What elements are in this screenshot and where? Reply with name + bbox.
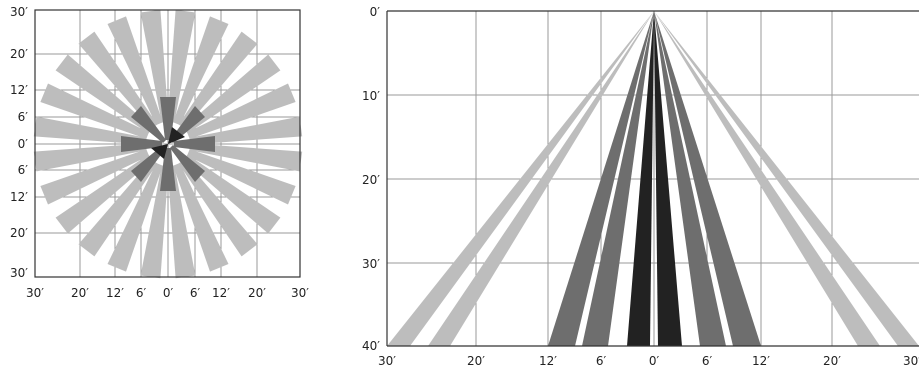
x-tick-label: 12′ xyxy=(752,354,770,368)
y-tick-label: 30′ xyxy=(10,266,28,280)
y-tick-label: 30′ xyxy=(10,5,28,19)
side-view-far-zones xyxy=(387,11,919,346)
mid-zone-lower-left xyxy=(131,145,166,182)
top-view-mid-zones xyxy=(121,97,215,191)
mid-zone-right-inner xyxy=(654,11,726,346)
x-tick-label: 20′ xyxy=(823,354,841,368)
x-tick-label: 6′ xyxy=(702,354,713,368)
far-zone-ray xyxy=(189,116,303,145)
far-zone-ray xyxy=(40,83,149,139)
far-zone-ray xyxy=(33,116,147,145)
top-view-far-zones xyxy=(33,9,303,279)
x-tick-label: 0′ xyxy=(649,354,660,368)
far-zone-ray xyxy=(178,31,258,129)
y-tick-label: 10′ xyxy=(362,89,380,103)
near-zone-lower-left xyxy=(151,144,168,159)
x-tick-label: 20′ xyxy=(467,354,485,368)
far-zone-ray xyxy=(178,159,258,257)
y-tick-label: 6′ xyxy=(18,110,29,124)
x-tick-label: 30′ xyxy=(378,354,396,368)
x-tick-label: 6′ xyxy=(190,286,201,300)
far-zone-right-outer xyxy=(654,11,919,346)
side-view-x-axis-labels: 30′ 20′ 12′ 6′ 0′ 6′ 12′ 20′ 30′ xyxy=(378,354,919,368)
side-view-mid-zones xyxy=(548,11,761,346)
far-zone-ray xyxy=(183,154,281,234)
near-zone-left xyxy=(627,11,654,346)
far-zone-ray xyxy=(78,31,158,129)
far-zone-ray xyxy=(107,16,163,125)
mid-zone-right-outer xyxy=(654,11,761,346)
y-tick-label: 12′ xyxy=(10,83,28,97)
far-zone-ray xyxy=(183,54,281,134)
far-zone-ray xyxy=(189,143,303,172)
x-tick-label: 30′ xyxy=(903,354,919,368)
top-view-frame xyxy=(34,9,301,278)
y-tick-label: 6′ xyxy=(18,163,29,177)
y-tick-label: 20′ xyxy=(10,47,28,61)
y-tick-label: 20′ xyxy=(362,173,380,187)
near-zone-right xyxy=(654,11,682,346)
far-zone-ray xyxy=(33,143,147,172)
top-view-panel: 30′ 20′ 12′ 6′ 0′ 6′ 12′ 20′ 30′ 30′ 20′… xyxy=(10,5,309,300)
x-tick-label: 20′ xyxy=(248,286,266,300)
far-zone-ray xyxy=(55,54,153,134)
far-zone-right-inner xyxy=(654,11,880,346)
x-tick-label: 30′ xyxy=(26,286,44,300)
mid-zone-upper-left xyxy=(131,106,166,143)
y-tick-label: 0′ xyxy=(18,137,29,151)
far-zone-ray xyxy=(40,149,149,205)
far-zone-ray xyxy=(78,159,158,257)
far-zone-ray xyxy=(187,149,296,205)
x-tick-label: 30′ xyxy=(291,286,309,300)
x-tick-label: 12′ xyxy=(106,286,124,300)
far-zone-ray xyxy=(55,154,153,234)
top-view-near-zones xyxy=(151,127,185,159)
mid-zone-lower-right xyxy=(170,145,205,182)
far-zone-left-outer xyxy=(387,11,654,346)
x-tick-label: 0′ xyxy=(163,286,174,300)
far-zone-ray xyxy=(140,165,169,279)
side-view-y-axis-labels: 0′ 10′ 20′ 30′ 40′ xyxy=(362,5,380,353)
top-view-x-axis-labels: 30′ 20′ 12′ 6′ 0′ 6′ 12′ 20′ 30′ xyxy=(26,286,309,300)
mid-zone-right xyxy=(174,136,215,152)
far-zone-ray xyxy=(167,165,196,279)
y-tick-label: 40′ xyxy=(362,339,380,353)
y-tick-label: 30′ xyxy=(362,257,380,271)
far-zone-ray xyxy=(107,163,163,272)
x-tick-label: 12′ xyxy=(539,354,557,368)
x-tick-label: 6′ xyxy=(596,354,607,368)
top-view-grid xyxy=(35,10,300,277)
mid-zone-left-inner xyxy=(582,11,654,346)
side-view-near-zones xyxy=(627,11,682,346)
far-zone-ray xyxy=(140,9,169,123)
far-zone-ray xyxy=(167,9,196,123)
side-view-panel: 0′ 10′ 20′ 30′ 40′ 30′ 20′ 12′ 6′ 0′ 6′ … xyxy=(362,5,919,368)
mid-zone-left-outer xyxy=(548,11,654,346)
x-tick-label: 20′ xyxy=(71,286,89,300)
far-zone-ray xyxy=(173,16,229,125)
far-zone-ray xyxy=(173,163,229,272)
y-tick-label: 20′ xyxy=(10,226,28,240)
y-tick-label: 0′ xyxy=(370,5,381,19)
near-zone-upper-right xyxy=(168,127,185,144)
far-zone-ray xyxy=(187,83,296,139)
x-tick-label: 12′ xyxy=(212,286,230,300)
y-tick-label: 12′ xyxy=(10,190,28,204)
top-view-y-axis-labels: 30′ 20′ 12′ 6′ 0′ 6′ 12′ 20′ 30′ xyxy=(10,5,28,280)
far-zone-left-inner xyxy=(428,11,654,346)
x-tick-label: 6′ xyxy=(136,286,147,300)
